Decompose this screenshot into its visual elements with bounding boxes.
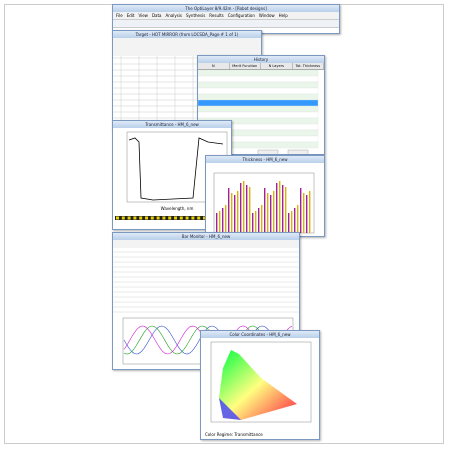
- bar: [234, 195, 236, 233]
- row: [198, 75, 319, 83]
- row: [198, 141, 319, 149]
- row: [198, 105, 319, 113]
- layer: [121, 216, 125, 220]
- layer: [127, 216, 131, 220]
- bar: [282, 185, 284, 233]
- layer: [203, 216, 206, 220]
- bar: [306, 195, 308, 233]
- bar: [240, 183, 242, 233]
- bar: [252, 213, 254, 233]
- bar: [237, 191, 239, 233]
- menu-item[interactable]: Synthesis: [186, 13, 206, 18]
- bar: [309, 191, 311, 233]
- layer: [139, 216, 143, 220]
- window-title: Transmittance - HM_6_new: [113, 121, 231, 128]
- menu-item[interactable]: File: [116, 13, 123, 18]
- curve: [128, 137, 224, 201]
- menu-item[interactable]: Analysis: [165, 13, 182, 18]
- window-title: Bar Monitor - HM_6_new: [113, 233, 299, 240]
- button[interactable]: [287, 149, 309, 155]
- column-header: Merit Function: [230, 63, 261, 69]
- bar: [267, 193, 269, 233]
- bar: [300, 188, 302, 233]
- layer: [168, 216, 172, 220]
- row: [198, 93, 319, 101]
- bar: [243, 181, 245, 233]
- menu-item[interactable]: Edit: [126, 13, 135, 18]
- window-title: Target - HOT MIRROR (from LOCSDA_Page # …: [113, 31, 261, 38]
- menu-item[interactable]: Data: [151, 13, 162, 18]
- window-title: Thickness - HM_6_new: [206, 156, 324, 163]
- layer: [116, 216, 119, 220]
- bar: [276, 183, 278, 233]
- footer: Color Regime: Transmittance: [205, 432, 263, 437]
- bar: [225, 205, 227, 233]
- bar: [216, 213, 218, 233]
- bar: [303, 193, 305, 233]
- bar: [291, 211, 293, 233]
- bar: [255, 211, 257, 233]
- layer: [197, 216, 201, 220]
- layer: [133, 216, 137, 220]
- window-title: History: [198, 56, 324, 63]
- layer: [179, 216, 183, 220]
- menu-item[interactable]: View: [138, 13, 148, 18]
- button[interactable]: [257, 149, 279, 155]
- menu-item[interactable]: Help: [278, 13, 288, 18]
- menu-item[interactable]: Configuration: [227, 13, 255, 18]
- x-axis-label: Wavelength, nm: [161, 206, 194, 211]
- menu-bar: File Edit View Data Analysis Synthesis Results…: [113, 12, 339, 20]
- bar: [294, 208, 296, 233]
- blue-corner: [219, 398, 241, 420]
- bar: [261, 205, 263, 233]
- row: [198, 69, 319, 77]
- layer: [150, 216, 154, 220]
- column-header: N: [198, 63, 230, 69]
- row: [198, 81, 319, 89]
- gamut: [219, 350, 297, 420]
- column-header: N Layers: [261, 63, 293, 69]
- bar: [246, 185, 248, 233]
- window-content: [213, 172, 315, 234]
- layer-strip: [115, 216, 229, 220]
- bar: [258, 208, 260, 233]
- column-header: Tot. Thickness: [293, 63, 324, 69]
- layer: [162, 216, 166, 220]
- table-header: N Merit Function N Layers Tot. Thickness: [198, 63, 324, 70]
- bar: [285, 187, 287, 233]
- window-content: [198, 69, 319, 155]
- bar: [219, 211, 221, 233]
- menu-item[interactable]: Window: [258, 13, 275, 18]
- layer: [174, 216, 177, 220]
- window: Color Coordinates - HM_6_new Color Regime…: [200, 330, 320, 440]
- layer: [191, 216, 195, 220]
- window-content: Color Regime: Transmittance: [205, 341, 312, 437]
- bar: [264, 188, 266, 233]
- layer: [156, 216, 160, 220]
- row: [198, 99, 319, 107]
- menu-item[interactable]: Results: [209, 13, 224, 18]
- bar: [249, 187, 251, 233]
- row: [198, 87, 319, 95]
- bar: [228, 188, 230, 233]
- window-title: Color Coordinates - HM_6_new: [201, 331, 319, 338]
- toolbar: [113, 240, 299, 248]
- bar: [273, 191, 275, 233]
- title-bar: The OptiLayer 8/9.42m - [Robot designs]: [113, 5, 339, 12]
- row: [198, 111, 319, 119]
- bar: [297, 205, 299, 233]
- bar: [288, 213, 290, 233]
- bar: [231, 193, 233, 233]
- layer: [185, 216, 189, 220]
- window: Thickness - HM_6_new: [205, 155, 325, 237]
- toolbar: [113, 38, 261, 56]
- bar: [279, 181, 281, 233]
- bar: [222, 208, 224, 233]
- bar: [270, 195, 272, 233]
- layer: [145, 216, 148, 220]
- toolbar: [113, 20, 339, 28]
